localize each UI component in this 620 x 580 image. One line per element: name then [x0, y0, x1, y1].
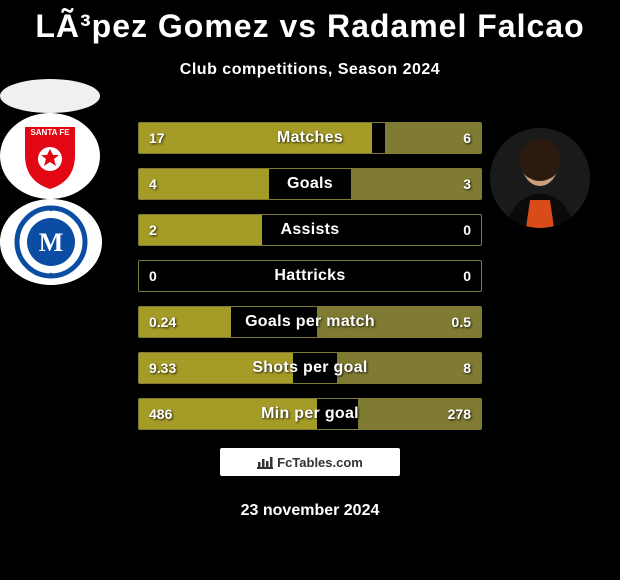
stat-value-left: 17: [149, 130, 165, 146]
stat-label: Assists: [139, 221, 481, 239]
page-title: LÃ³pez Gomez vs Radamel Falcao: [0, 0, 620, 45]
stat-value-right: 6: [463, 130, 471, 146]
stat-value-left: 0: [149, 268, 157, 284]
stat-label: Matches: [139, 129, 481, 147]
stat-value-left: 486: [149, 406, 172, 422]
footer-attribution: FcTables.com: [220, 448, 400, 476]
stat-row: Min per goal486 278: [138, 398, 482, 430]
stat-label: Min per goal: [139, 405, 481, 423]
stat-row: Shots per goal9.33 8: [138, 352, 482, 384]
footer-date: 23 november 2024: [0, 502, 620, 520]
stat-value-right: 3: [463, 176, 471, 192]
stat-row: Assists2 0: [138, 214, 482, 246]
chart-icon: [257, 455, 273, 469]
stat-value-right: 0: [463, 222, 471, 238]
footer-label: FcTables.com: [277, 455, 363, 470]
stat-row: Hattricks0 0: [138, 260, 482, 292]
club-right-badge: M: [0, 199, 102, 285]
page-subtitle: Club competitions, Season 2024: [0, 61, 620, 79]
stat-label: Goals per match: [139, 313, 481, 331]
stat-label: Goals: [139, 175, 481, 193]
stat-value-right: 0.5: [452, 314, 471, 330]
svg-text:SANTA FE: SANTA FE: [30, 128, 70, 137]
stat-value-left: 9.33: [149, 360, 176, 376]
stat-value-right: 8: [463, 360, 471, 376]
player-right-avatar: [490, 128, 590, 228]
stat-value-right: 278: [448, 406, 471, 422]
stat-label: Hattricks: [139, 267, 481, 285]
player-left-avatar: [0, 79, 100, 113]
svg-text:M: M: [39, 228, 64, 257]
stat-value-left: 4: [149, 176, 157, 192]
stat-value-left: 0.24: [149, 314, 176, 330]
stat-value-left: 2: [149, 222, 157, 238]
comparison-chart: Matches176Goals43Assists20Hattricks00Goa…: [138, 122, 482, 444]
stat-row: Goals4 3: [138, 168, 482, 200]
stat-value-right: 0: [463, 268, 471, 284]
stat-label: Shots per goal: [139, 359, 481, 377]
stat-row: Matches17 6: [138, 122, 482, 154]
club-left-badge: SANTA FE: [0, 113, 100, 199]
stat-row: Goals per match0.24 0.5: [138, 306, 482, 338]
